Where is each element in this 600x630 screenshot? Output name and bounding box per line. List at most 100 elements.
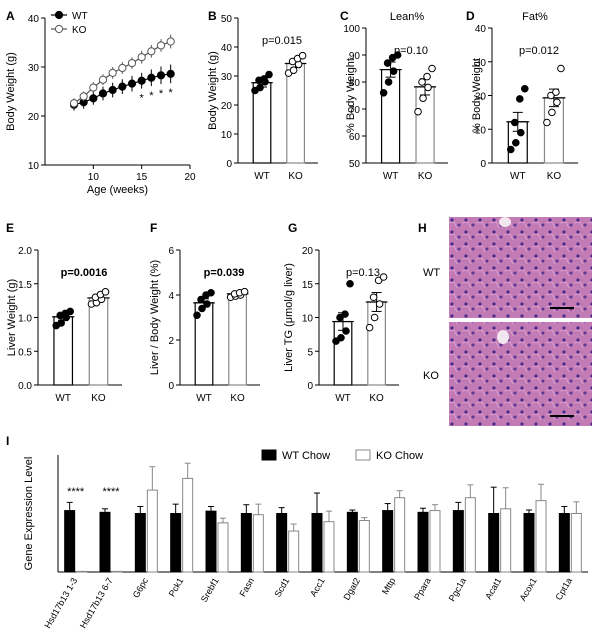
- panel-d-dot-wt-0: [507, 145, 515, 154]
- panel-i-x-tick-label-4: Srebf1: [199, 576, 221, 604]
- panel-a-point-ko-9: [156, 41, 166, 50]
- panel-i-bar-wt-9: [382, 510, 394, 573]
- panel-b-y-tick-label-5: 50: [221, 14, 233, 25]
- panel-g-y-tick-label-2: 10: [302, 314, 314, 325]
- panel-e-dot-wt-1: [57, 319, 66, 327]
- panel-d-dot-wt-1: [512, 138, 520, 147]
- panel-a-sig-star-2: *: [159, 88, 164, 100]
- panel-a-point-ko-3: [98, 75, 108, 84]
- panel-i-x-tick-label-13: Acox1: [518, 576, 539, 603]
- panel-b-y-tick-label-3: 30: [221, 72, 233, 83]
- panel-i-legend-swatch-1: [355, 449, 371, 461]
- panel-d-title: Fat%: [522, 11, 548, 23]
- panel-g-letter: G: [288, 221, 297, 235]
- panel-i-bar-ko-4: [217, 522, 229, 573]
- panel-i-x-tick-label-7: Acc1: [308, 576, 327, 598]
- panel-d-y-tick-label-0: 0: [480, 159, 486, 170]
- panel-a-point-ko-0: [69, 99, 79, 108]
- panel-a-y-tick-label-3: 40: [28, 14, 40, 25]
- panel-a-point-wt-2: [89, 94, 98, 103]
- panel-c-y-tick-label-1: 60: [349, 132, 361, 143]
- panel-i-x-tick-label-6: Scd1: [272, 576, 291, 599]
- panel-a-legend-marker-ko: [54, 24, 64, 34]
- panel-i-bar-wt-12: [488, 513, 500, 573]
- panel-b-dot-wt-5: [265, 70, 273, 79]
- panel-b-dot-wt-1: [256, 83, 264, 92]
- panel-f-p-value: p=0.039: [204, 267, 245, 279]
- panel-a-sig-star-3: *: [169, 87, 174, 99]
- panel-d-x-tick-label-0: WT: [510, 171, 526, 182]
- vessel-lumen-ko: [497, 330, 509, 344]
- panel-i-legend-label-1: KO Chow: [376, 450, 423, 462]
- panel-e-dot-ko-5: [101, 288, 110, 296]
- panel-d-dot-ko-2: [553, 98, 561, 107]
- panel-c-letter: C: [340, 9, 349, 23]
- panel-i-x-tick-label-0: Hsd17b13 1-3: [42, 576, 79, 630]
- panel-i-bar-wt-1: [99, 511, 111, 573]
- panel-d-p-value: p=0.012: [519, 45, 559, 57]
- panel-d-y-tick-label-2: 20: [475, 92, 487, 103]
- panel-a-point-wt-3: [98, 89, 108, 98]
- panel-i-bar-wt-7: [311, 513, 323, 573]
- panel-a-sig-star-1: *: [149, 90, 154, 102]
- panel-a-letter: A: [6, 9, 15, 23]
- panel-d-y-tick-label-4: 40: [475, 24, 487, 35]
- panel-c-x-tick-label-1: KO: [418, 171, 433, 182]
- panel-c-dot-wt-1: [384, 78, 393, 86]
- panel-a-point-ko-8: [147, 47, 156, 56]
- panel-c-y-tick-label-0: 50: [349, 159, 361, 170]
- panel-i-letter: I: [6, 434, 9, 448]
- panel-c-dot-ko-3: [418, 78, 426, 86]
- histology-image-ko: [449, 322, 592, 426]
- panel-d-dot-ko-4: [552, 88, 560, 96]
- panel-a-y-tick-label-2: 30: [28, 63, 40, 74]
- histology-panel-h: H WT KO: [418, 217, 592, 426]
- panel-i-x-tick-label-5: Fasn: [237, 576, 256, 598]
- panel-b-letter: B: [208, 9, 217, 23]
- panel-g-y-tick-label-1: 5: [307, 347, 313, 358]
- panel-i-bar-wt-5: [240, 513, 252, 573]
- panel-f-bar-ko: [228, 293, 248, 386]
- panel-i-bar-ko-2: [146, 489, 158, 573]
- panel-a-x-tick-label-1: 15: [136, 172, 148, 183]
- panel-i-bar-wt-14: [558, 513, 570, 573]
- panel-c-y-tick-label-5: 100: [343, 24, 360, 35]
- panel-e-y-tick-label-2: 1.0: [18, 314, 32, 325]
- panel-b-y-tick-label-2: 20: [221, 101, 233, 112]
- panel-c-p-value: p=0.10: [394, 45, 428, 57]
- panel-i-bar-ko-12: [500, 508, 512, 573]
- panel-g-dot-ko-0: [365, 323, 374, 332]
- panel-i-y-axis-label: Gene Expression Level: [23, 457, 35, 571]
- panel-d-dot-wt-2: [517, 128, 525, 137]
- panel-g-dot-ko-2: [375, 300, 384, 308]
- panel-i-legend-swatch-0: [261, 449, 277, 461]
- panel-d-dot-wt-5: [521, 84, 529, 93]
- panel-i-bar-ko-14: [570, 513, 582, 573]
- panel-b-dot-ko-1: [289, 66, 298, 74]
- panel-c-x-tick-label-0: WT: [383, 171, 399, 182]
- panel-i-bar-ko-9: [394, 497, 406, 573]
- panel-f-dot-wt-1: [198, 304, 206, 313]
- histology-label-ko: KO: [423, 370, 439, 382]
- panel-i-x-tick-label-12: Acat1: [483, 576, 503, 601]
- panel-i-sig-0: ****: [67, 486, 85, 498]
- panel-d-y-axis-label: % Body Weight: [471, 58, 483, 133]
- panel-i-bar-ko-5: [252, 514, 264, 573]
- panel-a-point-ko-5: [118, 63, 127, 73]
- panel-f-dot-wt-5: [207, 288, 215, 297]
- vessel-lumen-wt: [499, 217, 511, 227]
- panel-f-y-tick-label-2: 4: [168, 291, 174, 302]
- panel-a-point-ko-7: [137, 53, 146, 62]
- panel-e-x-tick-label-1: KO: [91, 393, 106, 404]
- panel-g-dot-wt-5: [346, 279, 354, 288]
- panel-b-dot-ko-5: [298, 51, 307, 60]
- panel-g-dot-ko-1: [370, 313, 379, 322]
- panel-e-y-tick-label-1: 0.5: [18, 347, 32, 358]
- panel-i-x-tick-label-8: Dgat2: [341, 576, 362, 602]
- panel-a-y-axis-label: Body Weight (g): [5, 52, 17, 131]
- panel-g-dot-ko-3: [369, 293, 378, 302]
- panel-d-dot-wt-3: [511, 118, 519, 127]
- panel-i-bar-ko-10: [429, 510, 441, 573]
- panel-a-legend-marker-wt: [54, 10, 64, 20]
